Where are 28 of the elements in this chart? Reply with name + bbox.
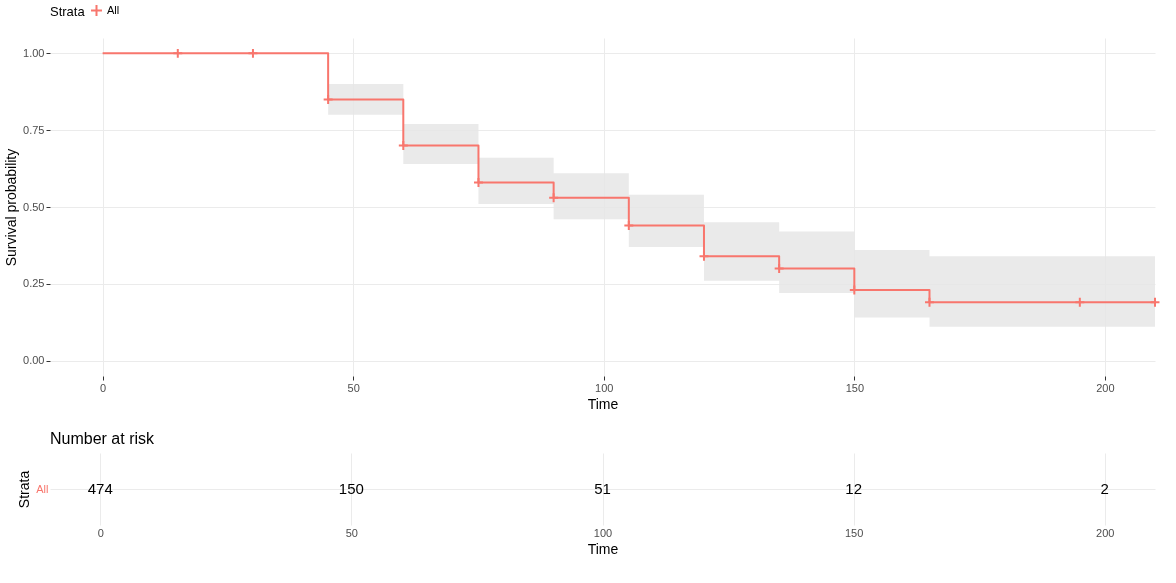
y-tick-label: 1.00 [23, 46, 45, 59]
x-tick-label: 50 [345, 526, 358, 539]
x-tick-label: 200 [1096, 381, 1115, 394]
y-tick-label: 0.50 [23, 200, 45, 213]
y-tick-label: 0.75 [23, 123, 45, 136]
x-tick-label: 0 [97, 526, 104, 539]
x-tick-label: 100 [595, 381, 614, 394]
data-label: 12 [845, 480, 862, 497]
legend-label: All [107, 3, 120, 16]
chart-title: Number at risk [50, 430, 156, 447]
y-tick-label: 0.00 [23, 354, 45, 367]
data-label: 2 [1100, 480, 1109, 497]
x-axis-title: Time [587, 540, 619, 557]
x-tick-label: 0 [100, 381, 107, 394]
y-tick-label: 0.25 [23, 277, 45, 290]
x-tick-label: 200 [1096, 526, 1115, 539]
x-axis-title: Time [587, 395, 619, 412]
x-tick-label: 150 [845, 381, 864, 394]
legend-title: Strata [50, 4, 86, 19]
data-label: 150 [338, 480, 364, 497]
x-tick-label: 50 [347, 381, 360, 394]
x-tick-label: 100 [593, 526, 613, 539]
data-label: 51 [594, 480, 611, 497]
y-axis-title: Survival probability [3, 148, 20, 267]
y-tick-label: All [36, 482, 49, 495]
data-label: 474 [87, 480, 113, 497]
y-axis-title: Strata [16, 470, 33, 509]
x-tick-label: 150 [844, 526, 864, 539]
